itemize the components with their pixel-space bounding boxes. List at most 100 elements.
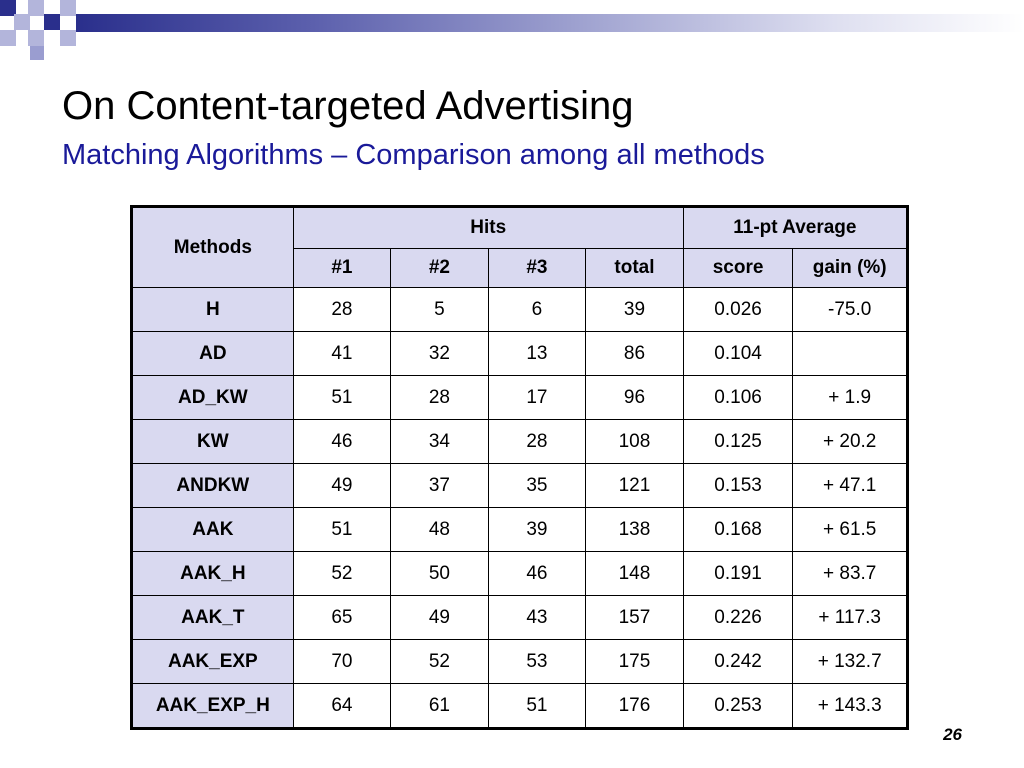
hit3-cell: 28	[487, 419, 587, 464]
subheader-hit1: #1	[292, 248, 392, 288]
header-decoration	[0, 0, 1024, 70]
hit1-cell: 49	[292, 463, 392, 508]
deco-square	[60, 0, 76, 16]
deco-square	[28, 30, 44, 46]
deco-gradient-band	[76, 14, 1024, 32]
hit2-cell: 34	[390, 419, 489, 464]
table-row: AAK_EXP 70 52 53 175 0.242 + 132.7	[131, 639, 908, 684]
average-header: 11-pt Average	[682, 206, 909, 249]
gain-cell: + 61.5	[792, 507, 908, 552]
table-row: AD_KW 51 28 17 96 0.106 + 1.9	[131, 375, 908, 420]
gain-cell: + 47.1	[792, 463, 908, 508]
table-row: AAK_T 65 49 43 157 0.226 + 117.3	[131, 595, 908, 640]
table-row: ANDKW 49 37 35 121 0.153 + 47.1	[131, 463, 908, 508]
total-cell: 108	[585, 419, 684, 464]
subheader-hit3: #3	[487, 248, 587, 288]
subheader-total: total	[585, 248, 684, 288]
method-cell: AAK_H	[131, 551, 294, 596]
method-cell: AD_KW	[131, 375, 294, 420]
score-cell: 0.168	[682, 507, 794, 552]
hit2-cell: 32	[390, 331, 489, 376]
gain-cell: + 117.3	[792, 595, 908, 640]
hit1-cell: 51	[292, 375, 392, 420]
total-cell: 157	[585, 595, 684, 640]
method-cell: AD	[131, 331, 294, 376]
score-cell: 0.125	[682, 419, 794, 464]
table-row: AAK 51 48 39 138 0.168 + 61.5	[131, 507, 908, 552]
score-cell: 0.153	[682, 463, 794, 508]
slide-number: 26	[943, 725, 962, 744]
gain-cell: + 132.7	[792, 639, 908, 684]
hit3-cell: 39	[487, 507, 587, 552]
hit2-cell: 28	[390, 375, 489, 420]
hit3-cell: 46	[487, 551, 587, 596]
method-cell: AAK_EXP_H	[131, 683, 294, 729]
subheader-hit2: #2	[390, 248, 489, 288]
method-cell: H	[131, 287, 294, 332]
hits-header: Hits	[292, 206, 684, 249]
hit2-cell: 5	[390, 287, 489, 332]
total-cell: 176	[585, 683, 684, 729]
hit3-cell: 17	[487, 375, 587, 420]
gain-cell: + 20.2	[792, 419, 908, 464]
subheader-score: score	[682, 248, 794, 288]
score-cell: 0.026	[682, 287, 794, 332]
total-cell: 121	[585, 463, 684, 508]
score-cell: 0.226	[682, 595, 794, 640]
gain-cell: -75.0	[792, 287, 908, 332]
score-cell: 0.242	[682, 639, 794, 684]
gain-cell: + 1.9	[792, 375, 908, 420]
hit2-cell: 49	[390, 595, 489, 640]
hit1-cell: 64	[292, 683, 392, 729]
method-cell: AAK_EXP	[131, 639, 294, 684]
deco-square	[14, 14, 30, 30]
hit2-cell: 37	[390, 463, 489, 508]
hit2-cell: 48	[390, 507, 489, 552]
score-cell: 0.253	[682, 683, 794, 729]
hit1-cell: 65	[292, 595, 392, 640]
total-cell: 175	[585, 639, 684, 684]
total-cell: 39	[585, 287, 684, 332]
hit3-cell: 6	[487, 287, 587, 332]
total-cell: 148	[585, 551, 684, 596]
subheader-gain: gain (%)	[792, 248, 908, 288]
table-row: H 28 5 6 39 0.026 -75.0	[131, 287, 908, 332]
gain-cell: + 83.7	[792, 551, 908, 596]
hit3-cell: 43	[487, 595, 587, 640]
method-cell: ANDKW	[131, 463, 294, 508]
slide-subtitle: Matching Algorithms – Comparison among a…	[62, 139, 765, 171]
deco-square	[0, 0, 16, 16]
subheader-row: #1 #2 #3 total score gain (%)	[132, 248, 908, 288]
hit1-cell: 52	[292, 551, 392, 596]
table-row: KW 46 34 28 108 0.125 + 20.2	[131, 419, 908, 464]
hit1-cell: 70	[292, 639, 392, 684]
deco-square	[0, 30, 16, 46]
gain-cell: + 143.3	[792, 683, 908, 729]
score-cell: 0.106	[682, 375, 794, 420]
hit3-cell: 13	[487, 331, 587, 376]
hit1-cell: 41	[292, 331, 392, 376]
hit3-cell: 51	[487, 683, 587, 729]
method-cell: AAK_T	[131, 595, 294, 640]
results-table: Methods Hits 11-pt Average #1 #2 #3 tota…	[130, 205, 909, 730]
method-cell: KW	[131, 419, 294, 464]
methods-header: Methods	[131, 206, 294, 288]
hit1-cell: 46	[292, 419, 392, 464]
hit2-cell: 50	[390, 551, 489, 596]
total-cell: 86	[585, 331, 684, 376]
method-cell: AAK	[131, 507, 294, 552]
score-cell: 0.191	[682, 551, 794, 596]
deco-square	[30, 46, 44, 60]
hit3-cell: 35	[487, 463, 587, 508]
table-row: AAK_H 52 50 46 148 0.191 + 83.7	[131, 551, 908, 596]
gain-cell	[792, 331, 908, 376]
deco-square	[44, 14, 60, 30]
table-row: AD 41 32 13 86 0.104	[131, 331, 908, 376]
hit1-cell: 51	[292, 507, 392, 552]
slide-title: On Content-targeted Advertising	[62, 84, 634, 128]
deco-square	[60, 30, 76, 46]
table-row: AAK_EXP_H 64 61 51 176 0.253 + 143.3	[131, 683, 908, 729]
hit2-cell: 52	[390, 639, 489, 684]
hit2-cell: 61	[390, 683, 489, 729]
total-cell: 96	[585, 375, 684, 420]
